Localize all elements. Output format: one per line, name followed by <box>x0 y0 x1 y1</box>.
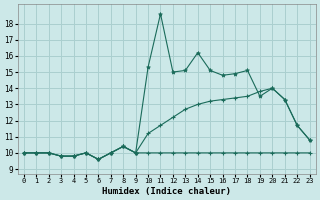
X-axis label: Humidex (Indice chaleur): Humidex (Indice chaleur) <box>102 187 231 196</box>
